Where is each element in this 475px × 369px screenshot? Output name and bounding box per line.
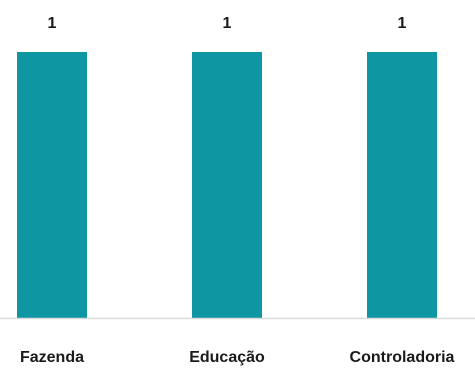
category-label-educação: Educação — [189, 349, 265, 366]
category-labels-group: Fazenda Educação Controladoria — [20, 349, 455, 366]
category-label-fazenda: Fazenda — [20, 349, 84, 366]
data-label-fazenda: 1 — [48, 15, 57, 32]
data-labels-group: 1 1 1 — [48, 15, 407, 32]
data-label-educação: 1 — [223, 15, 232, 32]
bar-educação — [192, 52, 262, 318]
bars-group — [17, 52, 437, 318]
bar-controladoria — [367, 52, 437, 318]
bar-fazenda — [17, 52, 87, 318]
data-label-controladoria: 1 — [398, 15, 407, 32]
category-label-controladoria: Controladoria — [350, 349, 455, 366]
